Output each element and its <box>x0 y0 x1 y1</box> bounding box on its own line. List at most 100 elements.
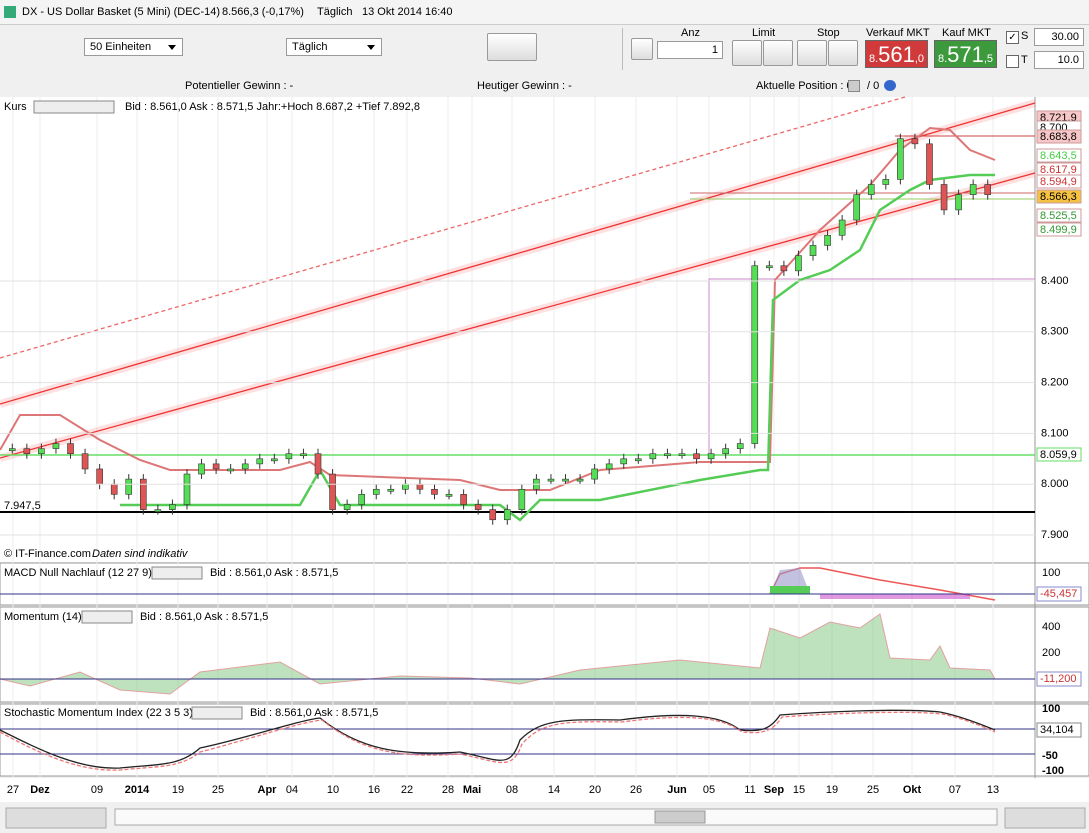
marker-box <box>1036 208 1082 223</box>
trend-line-green <box>120 173 995 522</box>
candle <box>649 453 657 460</box>
macd-histogram <box>770 586 810 594</box>
stop-sell[interactable] <box>828 40 858 66</box>
channel-dashed <box>0 96 906 359</box>
anz-label: Anz <box>681 27 700 39</box>
candle <box>853 194 860 221</box>
date-label: 05 <box>703 784 715 796</box>
price-tick-label: 8.000 <box>1041 478 1069 490</box>
candle <box>605 463 613 470</box>
candle <box>256 458 264 465</box>
anz-input[interactable]: 1 <box>657 41 723 59</box>
candle <box>707 453 715 460</box>
candle <box>591 468 598 480</box>
momentum-info: Bid : 8.561,0 Ask : 8.571,5 <box>140 611 268 623</box>
stoch-name: Stochastic Momentum Index (22 3 5 3) <box>4 707 193 719</box>
chart-area: Kurs Bid : 8.561,0 Ask : 8.571,5 Jahr:+H… <box>0 96 1089 833</box>
t-checkbox[interactable] <box>1006 55 1019 68</box>
position-icon[interactable] <box>848 80 860 92</box>
limit-sell[interactable] <box>763 40 793 66</box>
candle <box>271 458 278 462</box>
today-gain: Heutiger Gewinn : - <box>477 80 572 92</box>
zoom-icons[interactable] <box>1004 807 1086 829</box>
candle <box>678 453 686 457</box>
candle <box>96 468 103 485</box>
position-settings[interactable] <box>884 80 896 91</box>
scrollbar[interactable] <box>114 808 998 826</box>
date-label: Sep <box>764 784 784 796</box>
candle <box>503 509 511 521</box>
limit-buy[interactable] <box>732 40 762 66</box>
date-label: Mai <box>463 784 481 796</box>
panel-icons[interactable] <box>33 100 115 114</box>
sell-button[interactable]: 8. 561,0 <box>865 40 928 68</box>
candle <box>882 179 890 185</box>
momentum-area <box>0 613 996 695</box>
marker-box <box>1036 148 1082 163</box>
date-label: 22 <box>401 784 413 796</box>
candle <box>984 184 992 195</box>
date-axis-panel <box>0 778 1089 802</box>
units-dropdown[interactable]: 50 Einheiten <box>84 38 183 56</box>
price-tick-label: 8.100 <box>1041 427 1069 439</box>
position: Aktuelle Position : 0 <box>756 80 853 92</box>
candle <box>329 473 336 510</box>
panel-icons[interactable] <box>191 706 243 720</box>
chart-type-button[interactable] <box>487 33 537 61</box>
price-tick-label: 8.300 <box>1041 326 1069 338</box>
date-label: 10 <box>327 784 339 796</box>
instrument: DX - US Dollar Basket (5 Mini) (DEC-14) <box>22 6 221 18</box>
panel-name: Kurs <box>4 101 27 113</box>
candle <box>474 504 482 510</box>
date-label: 08 <box>506 784 518 796</box>
stoch-signal <box>0 711 996 771</box>
candle <box>751 265 759 444</box>
candle <box>343 504 351 510</box>
price-tick-label: 8.400 <box>1041 275 1069 287</box>
candle <box>969 184 977 195</box>
price-marker: 8.059,9 <box>1040 449 1077 461</box>
candle <box>460 494 467 505</box>
stoch-current-box <box>1036 722 1082 738</box>
macd-axis: 100 <box>1042 567 1060 579</box>
stoch-info: Bid : 8.561,0 Ask : 8.571,5 <box>250 707 378 719</box>
price-axis: 8.400 8.300 8.200 8.100 8.000 7.900 <box>0 275 1069 541</box>
candle <box>358 494 365 505</box>
separator <box>622 28 623 70</box>
potential-gain: Potentieller Gewinn : - <box>185 80 294 92</box>
interval-dropdown[interactable]: Täglich <box>286 38 382 56</box>
s-input[interactable]: 30.00 <box>1034 28 1084 46</box>
settings-button[interactable] <box>631 38 653 60</box>
date-label: 28 <box>442 784 454 796</box>
scroll-thumb[interactable] <box>654 810 706 824</box>
price-marker: 8.594,9 <box>1040 176 1077 188</box>
candle <box>562 478 569 482</box>
t-input[interactable]: 10.0 <box>1034 51 1084 69</box>
candle <box>154 509 162 512</box>
price-markers: 8.721,98.7008.683,88.643,58.617,98.594,9… <box>1036 110 1082 462</box>
candle <box>110 483 118 495</box>
candle <box>67 443 74 455</box>
stoch-line <box>0 709 996 769</box>
buy-button[interactable]: 8. 571,5 <box>934 40 997 68</box>
s-checkbox[interactable]: ✓ <box>1006 31 1019 44</box>
window-controls[interactable] <box>1040 6 1080 18</box>
tool-icons[interactable] <box>5 807 107 829</box>
date-label: 16 <box>368 784 380 796</box>
date-label: 27 <box>7 784 19 796</box>
sell-label: Verkauf MKT <box>866 27 930 39</box>
candle <box>241 463 249 470</box>
candle <box>518 488 526 510</box>
date-label: Jun <box>667 784 687 796</box>
candle <box>911 138 919 145</box>
momentum-name: Momentum (14) <box>4 611 82 623</box>
macd-name: MACD Null Nachlauf (12 27 9) <box>4 567 152 579</box>
stop-buy[interactable] <box>797 40 827 66</box>
date-label: 19 <box>826 784 838 796</box>
candle <box>926 143 933 185</box>
candle <box>940 184 948 211</box>
candle <box>955 194 962 211</box>
level-label: 7.947,5 <box>4 500 41 512</box>
panel-icons[interactable] <box>151 566 203 580</box>
panel-icons[interactable] <box>81 610 133 624</box>
